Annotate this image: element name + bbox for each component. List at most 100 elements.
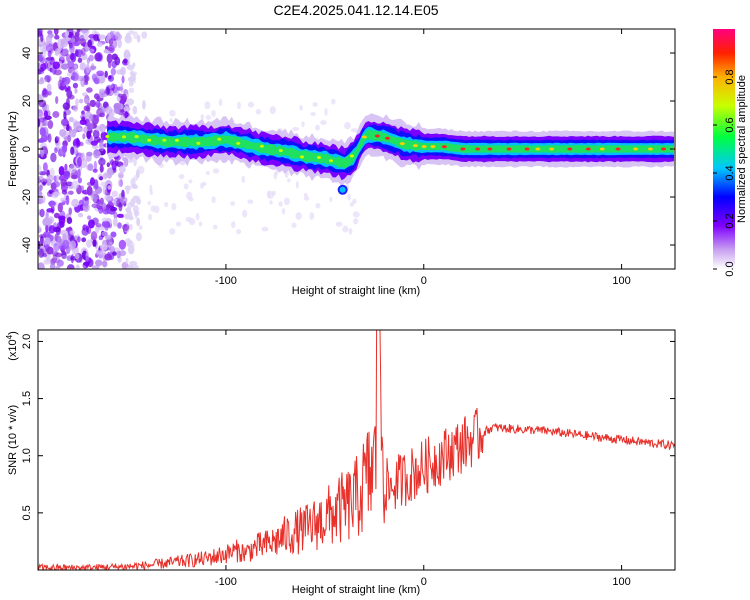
spectrogram-noise-blob <box>102 172 108 180</box>
spectrogram-noise-blob <box>100 181 108 187</box>
spectrogram-noise-blob <box>60 38 68 46</box>
spectrogram-ridge-core <box>585 147 591 151</box>
spectrogram-noise-blob <box>68 94 75 100</box>
spectrogram-noise-blob <box>55 96 59 105</box>
spectrogram-noise-blob <box>92 129 100 139</box>
spectrogram-noise-blob <box>299 104 303 111</box>
spectrogram-noise-blob <box>46 83 52 93</box>
spectrogram-noise-blob <box>46 208 54 213</box>
spectrogram-noise-blob <box>133 264 140 269</box>
spectrogram-noise-blob <box>128 87 135 94</box>
spectrogram-noise-blob <box>110 67 116 76</box>
spectrogram-noise-blob <box>86 185 93 196</box>
figure-title: C2E4.2025.041.12.14.E05 <box>273 2 438 18</box>
spectrogram-ridge-core <box>361 135 367 139</box>
spectrogram-noise-blob <box>43 259 51 265</box>
snr-frame <box>37 329 676 571</box>
spectrogram-noise-blob <box>188 197 194 202</box>
spectrogram-noise-blob <box>114 31 121 38</box>
spectrogram-noise-blob <box>125 257 129 265</box>
spectrogram-noise-blob <box>301 121 305 128</box>
spectrogram-noise-blob <box>131 183 138 189</box>
spectrogram-noise-blob <box>175 221 182 227</box>
spectrogram-noise-blob <box>66 217 73 225</box>
spectrogram-noise-blob <box>65 53 71 62</box>
spectrogram-x-axis-label: Height of straight line (km) <box>292 285 420 297</box>
spectrogram-noise-blob <box>112 217 118 227</box>
spectrogram-noise-blob <box>54 34 60 40</box>
spectrogram-noise-blob <box>66 60 75 69</box>
spectrogram-noise-blob <box>62 233 67 242</box>
spectrogram-noise-blob <box>344 121 351 130</box>
spectrogram-noise-blob <box>271 190 276 196</box>
spectrogram-noise-blob <box>54 51 59 56</box>
spectrogram-noise-blob <box>138 225 143 230</box>
spectrogram-noise-blob <box>205 170 210 176</box>
spectrogram-ridge-core <box>316 156 321 160</box>
spectrogram-noise-blob <box>74 31 80 38</box>
spectrogram-ridge-core <box>134 135 139 139</box>
spectrogram-noise-blob <box>77 236 81 243</box>
spectrogram-noise-blob <box>292 126 300 132</box>
spectrogram-noise-blob <box>77 168 81 179</box>
spectrogram-noise-blob <box>149 184 153 193</box>
spectrogram-noise-blob <box>78 98 84 104</box>
spectrogram-noise-blob <box>46 56 54 61</box>
spectrogram-noise-blob <box>85 63 90 74</box>
spectrogram-noise-blob <box>310 112 316 117</box>
spectrogram-noise-blob <box>108 75 112 80</box>
spectrogram-noise-blob <box>110 231 117 238</box>
spectrogram-ridge-core <box>549 147 555 151</box>
spectrogram-noise-blob <box>99 197 104 205</box>
spectrogram-noise-blob <box>77 212 84 218</box>
spectrogram-noise-blob <box>133 205 139 214</box>
spectrogram-noise-blob <box>75 98 79 107</box>
spectrogram-noise-blob <box>188 218 196 226</box>
spectrogram-noise-blob <box>71 180 79 190</box>
spectrogram-noise-blob <box>38 176 41 184</box>
spectrogram-noise-blob <box>52 111 60 118</box>
spectrogram-noise-blob <box>40 33 44 43</box>
spectrogram-noise-blob <box>68 207 73 215</box>
spectrogram-noise-blob <box>45 104 50 112</box>
spectrogram-noise-blob <box>352 198 357 205</box>
spectrogram-noise-blob <box>269 200 273 205</box>
spectrogram-noise-blob <box>124 111 129 119</box>
snr-y-tick-label: 1.0 <box>21 448 33 463</box>
spectrogram-noise-blob <box>38 224 41 231</box>
spectrogram-noise-blob <box>121 75 125 84</box>
spectrogram-noise-blob <box>55 174 60 182</box>
spectrogram-noise-blob <box>283 197 290 206</box>
spectrogram-noise-blob <box>55 136 60 141</box>
spectrogram-noise-blob <box>63 136 72 141</box>
spectrogram-noise-blob <box>126 98 135 106</box>
spectrogram-noise-blob <box>93 160 97 170</box>
spectrogram-noise-blob <box>129 223 133 231</box>
spectrogram-noise-blob <box>71 72 79 82</box>
spectrogram-noise-blob <box>87 163 94 172</box>
spectrogram-noise-blob <box>68 129 77 138</box>
spectrogram-noise-blob <box>120 83 124 94</box>
snr-x-tick-label: 0 <box>421 576 427 588</box>
spectrogram-noise-blob <box>261 226 269 232</box>
spectrogram-noise-blob <box>241 175 246 184</box>
spectrogram-noise-blob <box>104 223 109 231</box>
spectrogram-noise-blob <box>38 262 45 269</box>
spectrogram-ridge-core <box>599 147 605 151</box>
spectrogram-noise-blob <box>154 205 160 214</box>
spectrogram-noise-blob <box>73 64 78 70</box>
spectrogram-noise-blob <box>200 182 204 189</box>
spectrogram-noise-blob <box>128 215 134 221</box>
spectrogram-ridge-core <box>105 134 110 138</box>
spectrogram-ridge-band <box>107 124 675 174</box>
spectrogram-ridge-core <box>487 147 493 151</box>
spectrogram-noise-blob <box>125 185 130 195</box>
spectrogram-noise-blob <box>204 101 211 110</box>
spectrogram-noise-blob <box>89 99 97 108</box>
spectrogram-noise-blob <box>61 144 68 153</box>
spectrogram-noise-blob <box>66 264 75 269</box>
snr-x-tick-label: 100 <box>612 576 630 588</box>
spectrogram-noise-blob <box>352 211 360 218</box>
spectrogram-noise-blob <box>106 162 110 168</box>
